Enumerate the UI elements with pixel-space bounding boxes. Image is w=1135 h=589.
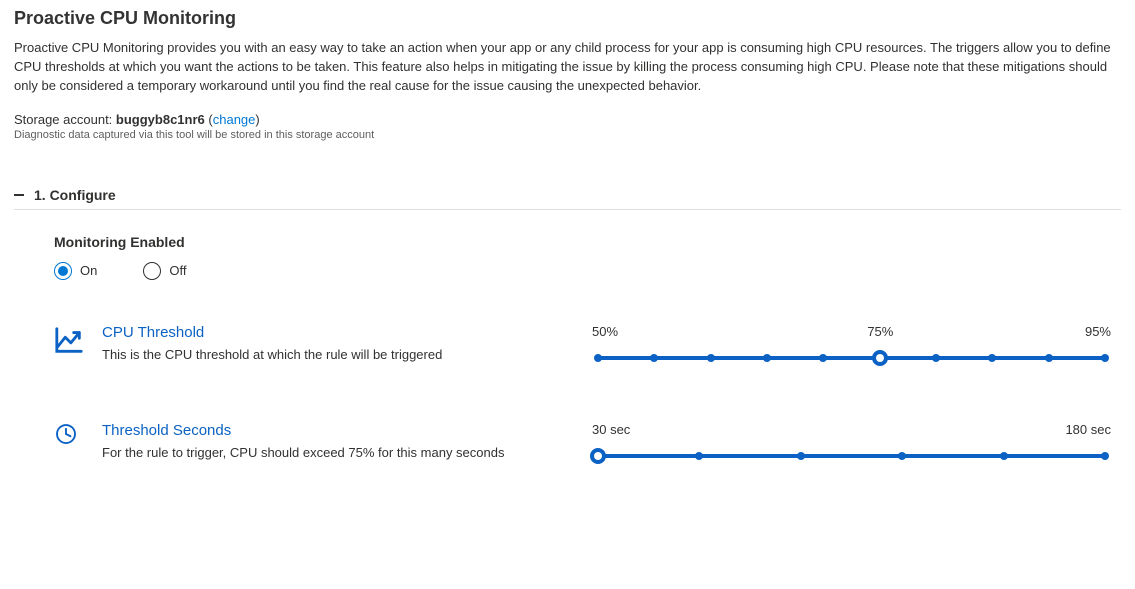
threshold-seconds-desc: For the rule to trigger, CPU should exce… [102, 445, 592, 460]
slider-tick [1045, 354, 1053, 362]
storage-account-line: Storage account: buggyb8c1nr6 (change) [14, 112, 1121, 127]
cpu-threshold-slider[interactable] [598, 356, 1105, 360]
storage-label: Storage account: [14, 112, 116, 127]
cpu-threshold-slider-labels: 50% 75% 95% [592, 324, 1111, 342]
storage-note: Diagnostic data captured via this tool w… [14, 129, 1121, 141]
change-storage-link[interactable]: change [213, 112, 256, 127]
collapse-icon [14, 194, 24, 196]
slider-tick [1000, 452, 1008, 460]
slider-label: 180 sec [1065, 422, 1111, 437]
threshold-seconds-title: Threshold Seconds [102, 422, 592, 439]
slider-tick [932, 354, 940, 362]
threshold-seconds-slider[interactable] [598, 454, 1105, 458]
slider-tick [707, 354, 715, 362]
page-description: Proactive CPU Monitoring provides you wi… [14, 39, 1114, 96]
slider-tick [650, 354, 658, 362]
radio-on-indicator [54, 262, 72, 280]
cpu-threshold-desc: This is the CPU threshold at which the r… [102, 347, 592, 362]
monitoring-enabled-label: Monitoring Enabled [54, 234, 1121, 250]
slider-tick [1101, 452, 1109, 460]
slider-thumb[interactable] [590, 448, 606, 464]
slider-tick [695, 452, 703, 460]
slider-tick [898, 452, 906, 460]
slider-tick [988, 354, 996, 362]
storage-paren-close: ) [255, 112, 259, 127]
radio-off-indicator [143, 262, 161, 280]
threshold-seconds-slider-labels: 30 sec 180 sec [592, 422, 1111, 440]
monitoring-radio-group: On Off [54, 262, 1121, 280]
slider-tick [763, 354, 771, 362]
slider-label: 75% [867, 324, 893, 339]
slider-tick [1101, 354, 1109, 362]
slider-tick [797, 452, 805, 460]
slider-label: 50% [592, 324, 618, 339]
storage-account-name: buggyb8c1nr6 [116, 112, 205, 127]
radio-on[interactable]: On [54, 262, 97, 280]
slider-thumb[interactable] [872, 350, 888, 366]
radio-off[interactable]: Off [143, 262, 186, 280]
clock-icon [54, 422, 88, 449]
slider-label: 95% [1085, 324, 1111, 339]
cpu-threshold-row: CPU Threshold This is the CPU threshold … [54, 324, 1121, 362]
radio-on-label: On [80, 263, 97, 278]
slider-tick [819, 354, 827, 362]
chart-line-icon [54, 324, 88, 359]
configure-section-header[interactable]: 1. Configure [14, 183, 1121, 210]
threshold-seconds-row: Threshold Seconds For the rule to trigge… [54, 422, 1121, 460]
radio-off-label: Off [169, 263, 186, 278]
section-title: 1. Configure [34, 187, 116, 203]
slider-label: 30 sec [592, 422, 630, 437]
cpu-threshold-title: CPU Threshold [102, 324, 592, 341]
slider-tick [594, 354, 602, 362]
page-title: Proactive CPU Monitoring [14, 8, 1121, 29]
